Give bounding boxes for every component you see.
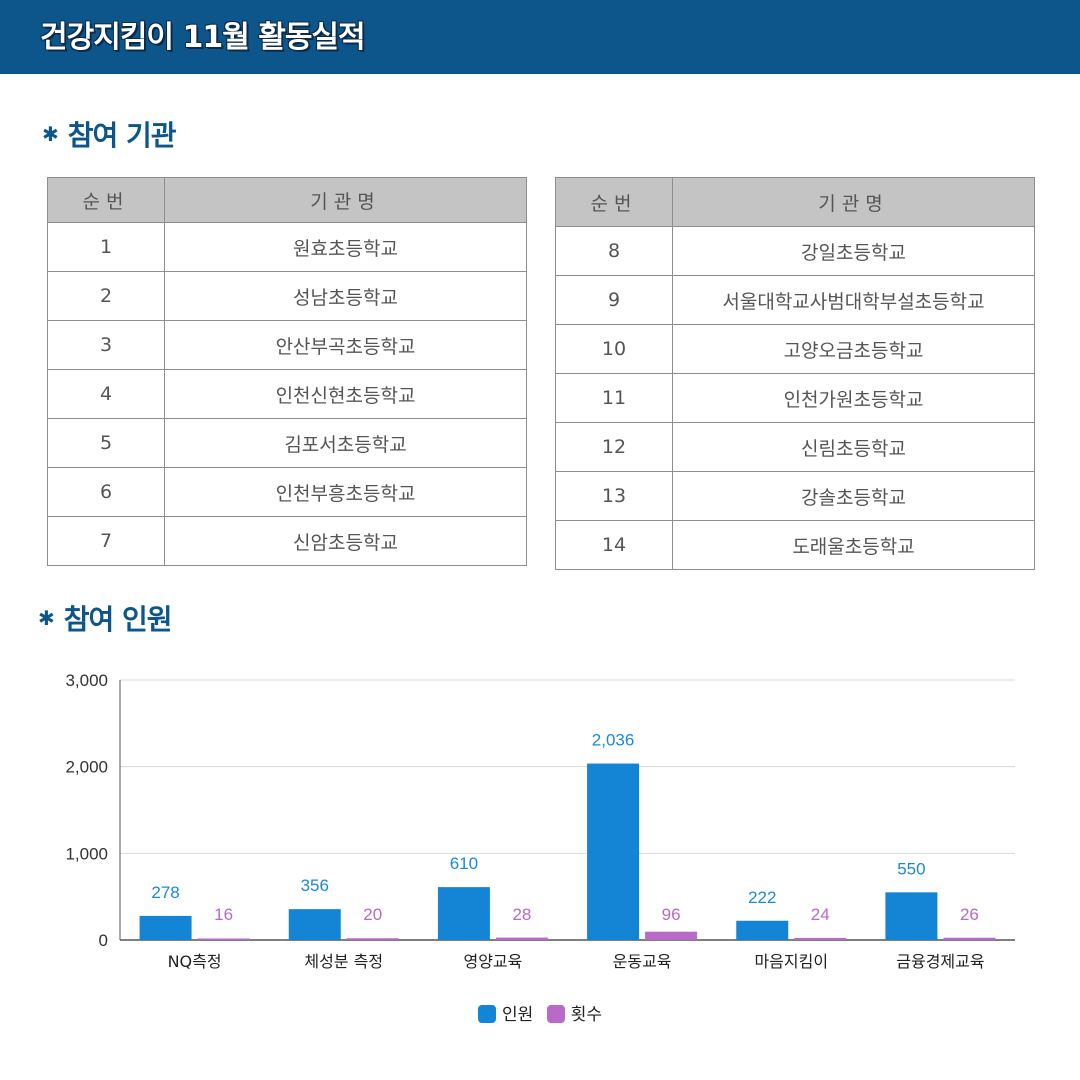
bar-count <box>794 937 847 940</box>
row-name: 신암초등학교 <box>164 516 527 566</box>
row-no: 8 <box>555 226 673 276</box>
institutions-heading: ✱ 참여 기관 <box>42 114 177 154</box>
page-title: 건강지킴이 11월 활동실적 <box>40 20 366 55</box>
column-header-no: 순번 <box>47 177 165 223</box>
bar-count <box>197 938 250 940</box>
bar-count <box>943 937 996 940</box>
row-name: 강솔초등학교 <box>672 471 1035 521</box>
table-row: 14 도래울초등학교 <box>555 520 1035 570</box>
asterisk-icon: ✱ <box>42 122 59 146</box>
legend-swatch-people <box>478 1005 497 1023</box>
header-bar: 건강지킴이 11월 활동실적 <box>0 0 1080 74</box>
x-tick-label: 운동교육 <box>613 952 672 971</box>
bar-people <box>139 915 192 940</box>
x-tick-label: 마음지킴이 <box>754 952 828 971</box>
data-label: 28 <box>512 905 531 924</box>
row-no: 9 <box>555 275 673 325</box>
x-tick-label: 영양교육 <box>463 952 522 971</box>
chart-legend: 인원 횟수 <box>0 1000 1080 1025</box>
bar-people <box>885 892 938 940</box>
bar-count <box>495 937 548 940</box>
row-no: 6 <box>47 467 165 517</box>
row-name: 성남초등학교 <box>164 271 527 321</box>
table-row: 4 인천신현초등학교 <box>47 369 527 419</box>
row-name: 인천신현초등학교 <box>164 369 527 419</box>
row-name: 고양오금초등학교 <box>672 324 1035 374</box>
x-tick-label: 체성분 측정 <box>304 952 383 971</box>
table-row: 13 강솔초등학교 <box>555 471 1035 521</box>
institutions-table-left: 순번 기관명 1 원효초등학교 2 성남초등학교 3 안산부곡초등학교 4 인천신현초등… <box>47 177 527 566</box>
x-tick-label: NQ측정 <box>168 952 222 971</box>
asterisk-icon: ✱ <box>38 606 55 630</box>
row-no: 7 <box>47 516 165 566</box>
bar-count <box>346 938 399 940</box>
data-label: 26 <box>960 905 979 924</box>
y-tick-label: 2,000 <box>65 758 108 777</box>
data-label: 24 <box>811 905 830 924</box>
row-no: 13 <box>555 471 673 521</box>
row-name: 김포서초등학교 <box>164 418 527 468</box>
column-header-name: 기관명 <box>164 177 527 223</box>
row-no: 4 <box>47 369 165 419</box>
data-label: 96 <box>662 905 681 924</box>
table-row: 3 안산부곡초등학교 <box>47 320 527 370</box>
row-name: 안산부곡초등학교 <box>164 320 527 370</box>
row-name: 도래울초등학교 <box>672 520 1035 570</box>
table-row: 7 신암초등학교 <box>47 516 527 566</box>
data-label: 278 <box>151 883 179 902</box>
table-row: 12 신림초등학교 <box>555 422 1035 472</box>
bar-people <box>437 887 490 940</box>
row-no: 2 <box>47 271 165 321</box>
data-label: 2,036 <box>592 731 635 750</box>
table-row: 11 인천가원초등학교 <box>555 373 1035 423</box>
participants-bar-chart: 3,000 2,000 1,000 0 278 16 NQ측정 356 20 체성분 측정 610 2… <box>65 671 1015 971</box>
data-label: 356 <box>301 876 329 895</box>
participants-heading-label: 참여 인원 <box>63 603 173 636</box>
legend-label-count: 횟수 <box>570 1005 602 1025</box>
table-row: 6 인천부흥초등학교 <box>47 467 527 517</box>
table-row: 2 성남초등학교 <box>47 271 527 321</box>
row-name: 인천가원초등학교 <box>672 373 1035 423</box>
column-header-no: 순번 <box>555 177 673 227</box>
row-no: 3 <box>47 320 165 370</box>
data-label: 610 <box>450 854 478 873</box>
table-row: 10 고양오금초등학교 <box>555 324 1035 374</box>
institutions-table-right: 순번 기관명 8 강일초등학교 9 서울대학교사범대학부설초등학교 10 고양오금초등… <box>555 177 1035 570</box>
data-label: 20 <box>363 905 382 924</box>
y-tick-label: 0 <box>99 931 108 950</box>
row-no: 1 <box>47 222 165 272</box>
y-tick-label: 3,000 <box>65 671 108 690</box>
legend-item-count: 횟수 <box>546 1000 602 1025</box>
data-label: 550 <box>897 859 925 878</box>
data-label: 16 <box>214 905 233 924</box>
institutions-heading-label: 참여 기관 <box>67 119 177 152</box>
x-tick-label: 금융경제교육 <box>896 952 984 971</box>
row-name: 인천부흥초등학교 <box>164 467 527 517</box>
row-name: 강일초등학교 <box>672 226 1035 276</box>
row-no: 12 <box>555 422 673 472</box>
data-label: 222 <box>748 888 776 907</box>
bar-people <box>288 909 341 940</box>
column-header-name: 기관명 <box>672 177 1035 227</box>
bar-count <box>645 931 698 940</box>
table-row: 1 원효초등학교 <box>47 222 527 272</box>
row-no: 11 <box>555 373 673 423</box>
row-name: 서울대학교사범대학부설초등학교 <box>672 275 1035 325</box>
participants-heading: ✱ 참여 인원 <box>38 598 173 638</box>
row-no: 14 <box>555 520 673 570</box>
row-no: 10 <box>555 324 673 374</box>
legend-label-people: 인원 <box>502 1005 534 1025</box>
row-name: 신림초등학교 <box>672 422 1035 472</box>
row-no: 5 <box>47 418 165 468</box>
row-name: 원효초등학교 <box>164 222 527 272</box>
bar-people <box>736 920 789 940</box>
legend-item-people: 인원 <box>478 1000 533 1025</box>
table-row: 5 김포서초등학교 <box>47 418 527 468</box>
table-row: 8 강일초등학교 <box>555 226 1035 276</box>
table-row: 9 서울대학교사범대학부설초등학교 <box>555 275 1035 325</box>
y-tick-label: 1,000 <box>65 844 108 863</box>
bar-people <box>587 763 640 940</box>
legend-swatch-count <box>546 1005 565 1023</box>
